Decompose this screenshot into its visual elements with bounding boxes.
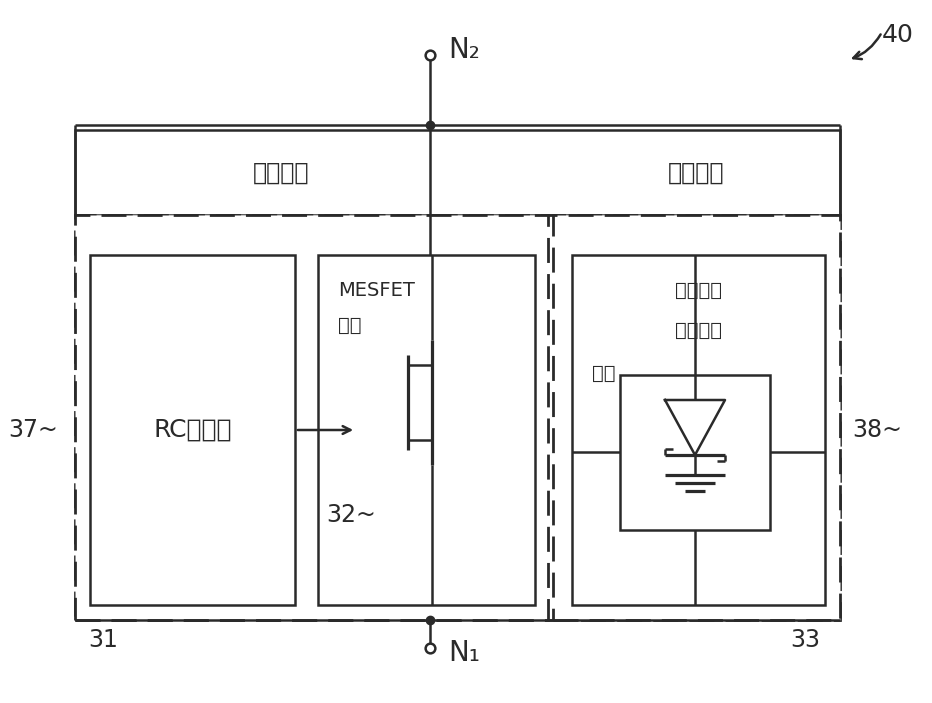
Text: 40: 40 <box>882 23 914 47</box>
Bar <box>572 255 825 605</box>
Text: 前向保护: 前向保护 <box>254 160 309 184</box>
Text: 32~: 32~ <box>326 503 376 527</box>
Text: 结构: 结构 <box>592 363 615 382</box>
Text: RC触发器: RC触发器 <box>153 418 232 442</box>
Bar <box>318 255 535 605</box>
Bar <box>75 215 840 620</box>
Bar <box>75 215 548 620</box>
Text: 肖特基栊: 肖特基栊 <box>675 280 722 299</box>
Text: 逆向保护: 逆向保护 <box>668 160 725 184</box>
Bar <box>553 215 840 620</box>
Bar <box>75 130 840 215</box>
Text: MESFET: MESFET <box>338 280 415 299</box>
Text: N₂: N₂ <box>448 36 480 64</box>
Text: N₁: N₁ <box>448 639 480 667</box>
Text: 极二极管: 极二极管 <box>675 321 722 340</box>
Text: 33: 33 <box>790 628 820 652</box>
Text: 钓位: 钓位 <box>338 316 362 335</box>
Text: 31: 31 <box>88 628 117 652</box>
Text: 37~: 37~ <box>8 418 58 442</box>
Bar <box>90 255 295 605</box>
Bar <box>620 375 770 530</box>
Text: 38~: 38~ <box>852 418 902 442</box>
